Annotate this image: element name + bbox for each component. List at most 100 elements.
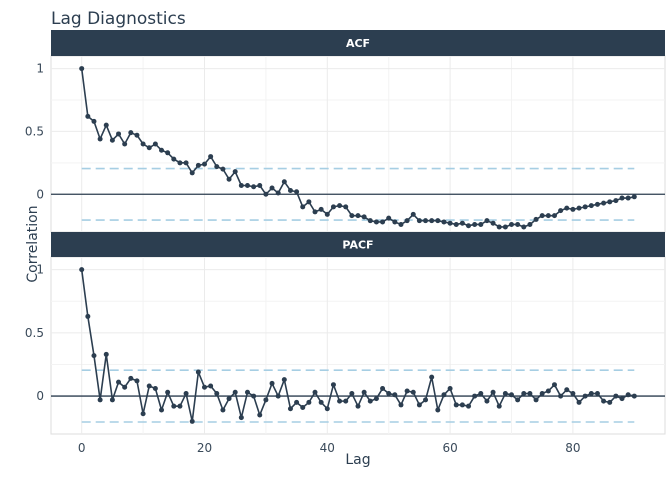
pacf-point [355,403,361,409]
pacf-point [613,393,619,399]
acf-point [570,206,576,212]
acf-point [607,199,613,205]
acf-point [582,204,588,210]
pacf-point [453,402,459,408]
pacf-point [484,398,490,404]
acf-point [324,211,330,217]
acf-point [429,218,435,224]
acf-point [472,221,478,227]
pacf-point [91,353,97,359]
pacf-point [459,402,465,408]
x-tick-label: 20 [197,441,212,455]
pacf-point [398,402,404,408]
acf-point [416,218,422,224]
x-tick-label: 60 [442,441,457,455]
pacf-point [122,384,128,390]
acf-point [312,209,318,215]
acf-point [466,223,472,229]
pacf-point [195,369,201,375]
pacf-point [171,403,177,409]
acf-point [146,145,152,151]
acf-point [576,205,582,211]
acf-point [337,203,343,209]
acf-point [521,224,527,230]
pacf-point [97,397,103,403]
acf-point [189,170,195,176]
acf-point [594,201,600,207]
acf-point [85,113,91,119]
acf-point [165,150,171,156]
pacf-point [275,393,281,399]
acf-point [447,220,453,226]
pacf-point [220,407,226,413]
pacf-point [202,384,207,390]
pacf-point [226,396,232,402]
pacf-point [533,397,539,403]
acf-point [373,219,379,225]
acf-point [128,130,134,136]
acf-point [257,182,263,188]
pacf-point [146,383,152,389]
pacf-point [576,399,582,405]
x-tick-label: 0 [78,441,86,455]
acf-point [423,218,429,224]
acf-point [109,137,115,143]
pacf-y-tick-label: 1 [36,263,44,277]
acf-point [183,160,189,166]
acf-point [631,194,637,200]
pacf-point [607,399,613,405]
pacf-point [423,397,429,403]
acf-point [380,219,386,225]
x-tick-label: 80 [565,441,580,455]
acf-point [220,166,226,172]
acf-point [613,198,619,204]
acf-point [625,195,631,201]
acf-point [134,132,140,138]
pacf-point [140,411,146,417]
pacf-point [343,398,349,404]
pacf-point [300,404,306,410]
acf-point [539,213,545,219]
acf-strip [51,30,665,56]
pacf-point [312,389,318,395]
pacf-point [306,399,312,405]
pacf-point [527,391,533,397]
acf-point [263,191,269,197]
acf-point [226,176,232,182]
pacf-point [521,391,527,397]
acf-point [367,218,373,224]
acf-point [116,131,122,137]
acf-point [349,213,355,219]
pacf-point [551,382,557,388]
pacf-point [337,398,343,404]
acf-point [244,182,250,188]
acf-point [103,122,109,128]
acf-point [281,179,287,185]
pacf-point [392,392,398,398]
acf-point [91,118,97,124]
pacf-point [570,391,576,397]
pacf-point [177,403,183,409]
pacf-strip-label: PACF [342,239,373,252]
acf-point [318,206,324,212]
pacf-point [152,385,158,391]
acf-point [140,141,146,147]
acf-point [97,136,103,142]
acf-point [490,220,496,226]
pacf-point [349,391,355,397]
pacf-point [324,406,330,412]
acf-point [269,185,275,191]
pacf-point [558,393,564,399]
pacf-point [214,391,220,397]
pacf-strip [51,232,665,257]
acf-point [343,204,349,210]
pacf-point [429,374,435,380]
pacf-point [251,393,257,399]
pacf-point [404,388,410,394]
acf-strip-label: ACF [346,37,370,50]
pacf-point [582,393,588,399]
acf-point [306,199,312,205]
pacf-point [103,351,109,357]
pacf-point [294,399,300,405]
acf-point [177,160,183,166]
